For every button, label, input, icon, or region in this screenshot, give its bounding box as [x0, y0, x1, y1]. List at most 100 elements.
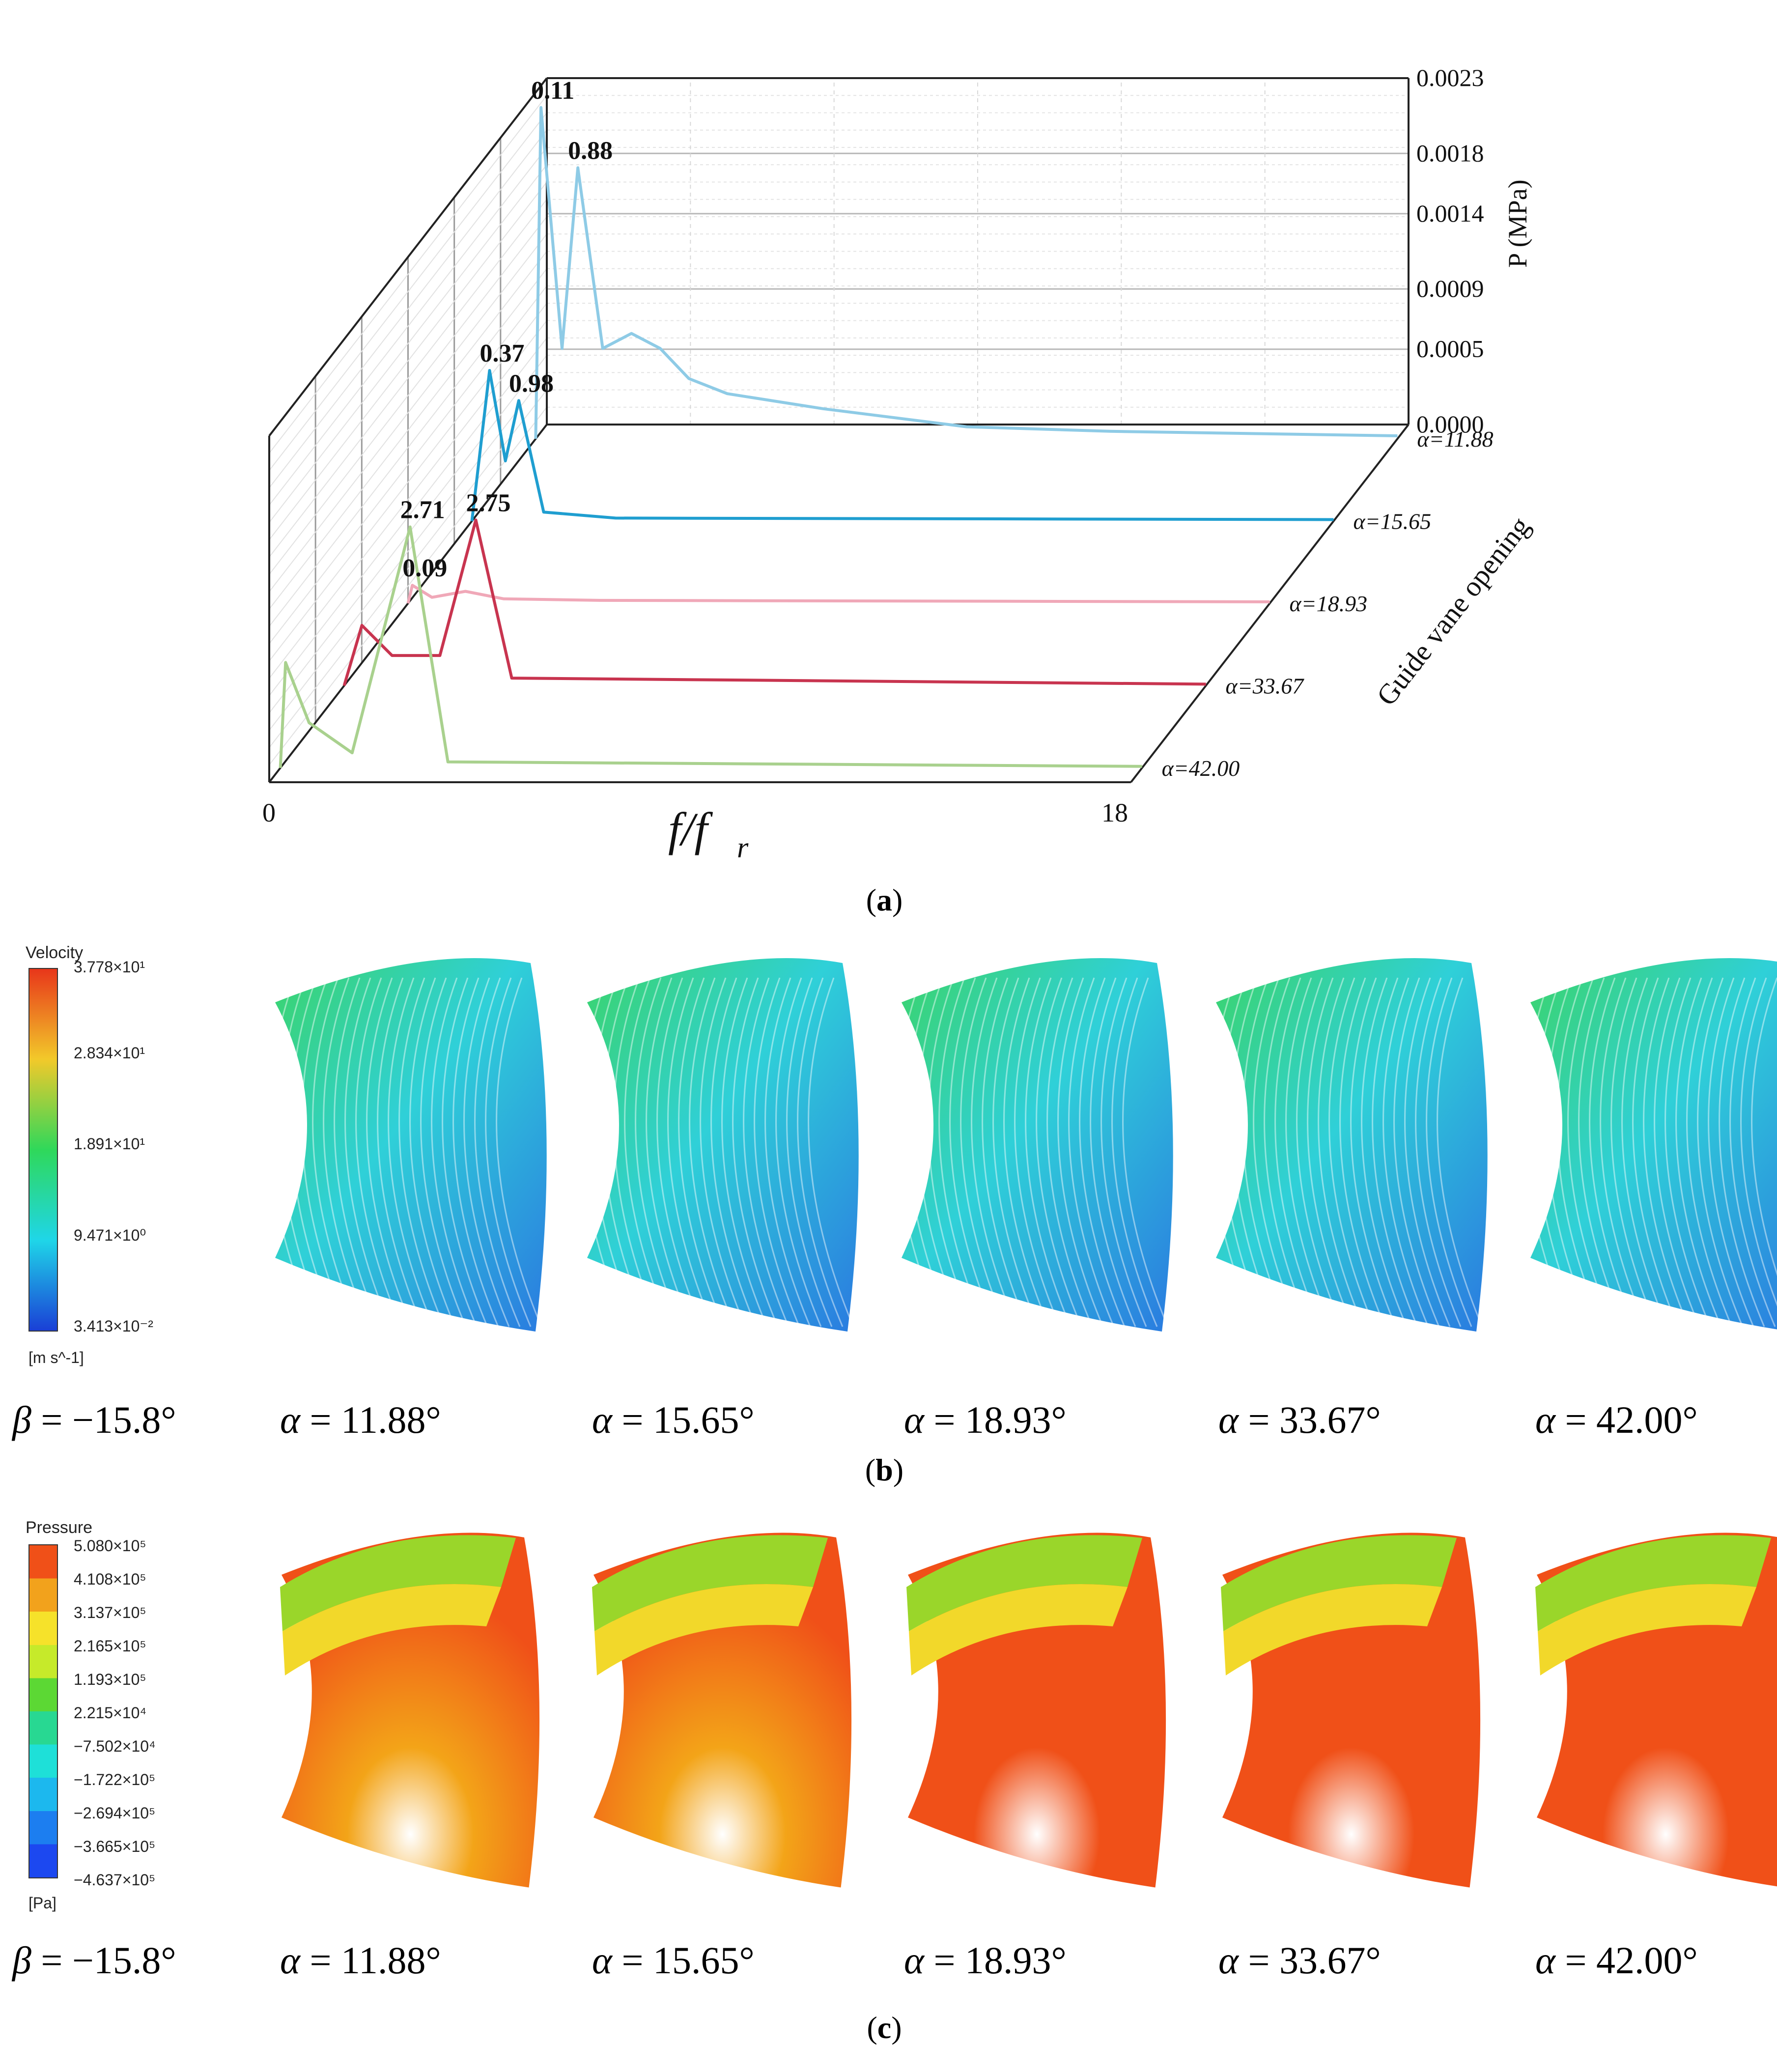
streamline	[971, 977, 1017, 1327]
labels-row-c: β = −15.8° α = 11.88° α = 15.65° α = 18.…	[0, 1938, 1777, 1987]
peak-label: 0.11	[531, 77, 574, 105]
series-line	[342, 518, 1206, 686]
streamline	[678, 977, 725, 1327]
pressure-band	[282, 1584, 501, 1675]
streamline	[485, 977, 532, 1327]
series-line	[470, 369, 1334, 521]
peak-label: 0.88	[568, 137, 613, 165]
velocity-legend-title: Velocity	[26, 943, 84, 962]
left-wall-gridline	[269, 389, 547, 748]
streamline	[1068, 977, 1115, 1327]
pressure-tick: −4.637×10⁵	[74, 1871, 156, 1889]
y-tick-label: 0.0005	[1416, 335, 1484, 363]
caption-b: (b)	[865, 1452, 904, 1487]
streamline	[982, 977, 1028, 1327]
left-wall-gridline	[269, 268, 547, 627]
streamline	[1100, 977, 1147, 1327]
streamline	[452, 977, 499, 1327]
left-wall-gridline	[269, 251, 547, 610]
streamline	[1339, 977, 1386, 1327]
streamline	[1296, 977, 1343, 1327]
label-alpha-b: α = 18.93°	[904, 1398, 1067, 1441]
pressure-legend-title: Pressure	[26, 1518, 93, 1537]
pressure-band	[280, 1535, 516, 1631]
pressure-tick: −2.694×10⁵	[74, 1804, 156, 1822]
streamline	[1740, 977, 1777, 1307]
streamline	[280, 977, 326, 1327]
peak-label: 0.98	[509, 369, 554, 397]
streamline	[667, 977, 714, 1327]
streamline	[1675, 977, 1722, 1327]
streamline	[1643, 977, 1690, 1327]
streamline	[1285, 977, 1332, 1327]
label-alpha-b: α = 11.88°	[280, 1398, 441, 1441]
pressure-field	[1221, 1533, 1481, 1888]
streamline	[1729, 977, 1776, 1327]
series-line	[534, 106, 1398, 439]
streamline	[1036, 977, 1082, 1327]
streamline	[377, 977, 423, 1327]
streamline	[710, 977, 757, 1327]
streamline	[624, 977, 671, 1327]
streamline	[334, 977, 380, 1327]
streamline	[1242, 977, 1289, 1327]
series-line	[406, 584, 1270, 604]
labels-row-b: β = −15.8° α = 11.88° α = 15.65° α = 18.…	[0, 1398, 1777, 1447]
x-axis-label-subscript: r	[737, 831, 749, 864]
velocity-blade	[275, 958, 547, 1332]
velocity-blade	[587, 958, 859, 1332]
streamline	[1393, 977, 1440, 1327]
streamline	[786, 977, 833, 1327]
streamline	[1751, 977, 1777, 1277]
streamline	[775, 977, 822, 1327]
pressure-band	[1223, 1584, 1442, 1675]
velocity-field	[1210, 958, 1488, 1332]
streamline	[355, 977, 402, 1327]
depth-axis-label: Guide vane opening	[1370, 511, 1536, 711]
streamline	[1220, 977, 1267, 1327]
velocity-tick: 1.891×10¹	[74, 1135, 145, 1153]
pressure-field	[906, 1533, 1166, 1888]
pressure-band	[594, 1584, 813, 1675]
streamline	[1382, 977, 1429, 1327]
streamline	[1664, 977, 1711, 1327]
streamline	[1253, 977, 1299, 1327]
left-wall-gridline	[269, 199, 547, 558]
pressure-tick: 1.193×10⁵	[74, 1671, 146, 1688]
streamline	[1318, 977, 1364, 1327]
streamline	[1274, 977, 1321, 1327]
pressure-tick: 3.137×10⁵	[74, 1604, 146, 1621]
pressure-band	[909, 1584, 1128, 1675]
chart-frame	[268, 77, 1410, 783]
pressure-field	[280, 1533, 540, 1888]
streamline	[992, 977, 1039, 1327]
streamline	[1589, 977, 1636, 1327]
streamline	[301, 977, 348, 1327]
streamline	[1546, 977, 1592, 1327]
pressure-tick: 2.215×10⁴	[74, 1704, 147, 1722]
series-label: α=11.88	[1417, 426, 1493, 452]
streamline	[808, 977, 854, 1327]
streamline	[960, 977, 1007, 1327]
velocity-blade	[902, 958, 1173, 1332]
pressure-band	[1538, 1584, 1756, 1675]
x-tick-label: 0	[262, 798, 276, 827]
y-tick-label: 0.0009	[1416, 275, 1484, 302]
chart-text: α=11.88 α=15.65 α=18.93 α=33.67 α=42.00 0.11 0…	[262, 64, 1536, 864]
streamline	[721, 977, 768, 1327]
velocity-tick: 9.471×10⁰	[74, 1226, 146, 1244]
pressure-field	[592, 1533, 852, 1888]
label-alpha-b: α = 42.00°	[1535, 1398, 1698, 1441]
left-wall-gridline	[269, 338, 547, 696]
streamline	[1361, 977, 1408, 1327]
streamline	[1708, 977, 1754, 1327]
streamline	[1111, 977, 1158, 1327]
streamline	[1404, 977, 1451, 1327]
streamline	[1090, 977, 1136, 1327]
peak-label: 0.09	[402, 554, 447, 582]
streamline	[732, 977, 779, 1327]
series-label: α=42.00	[1162, 756, 1240, 781]
velocity-field	[895, 958, 1173, 1332]
velocity-tick: 2.834×10¹	[74, 1044, 145, 1062]
streamline	[1437, 977, 1483, 1327]
